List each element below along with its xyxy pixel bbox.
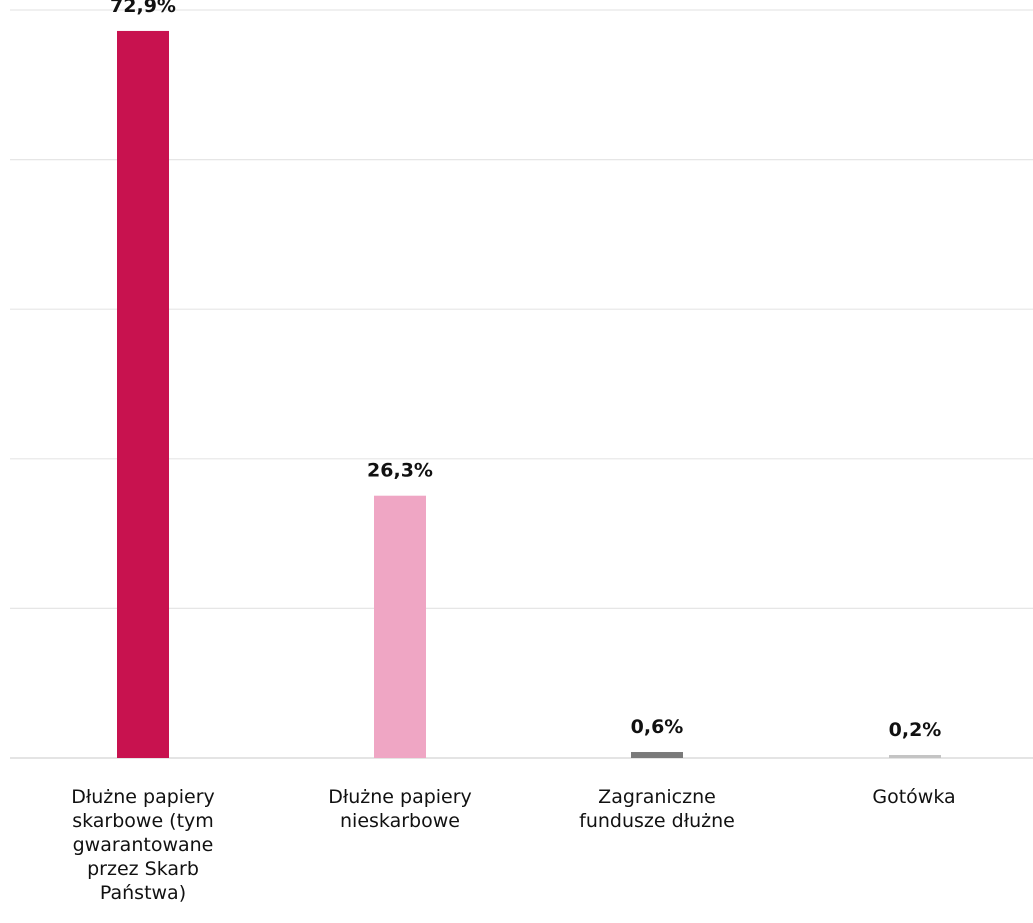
bar xyxy=(117,30,169,759)
gridlines xyxy=(10,9,1033,759)
bar xyxy=(889,755,941,758)
data-label: 0,2% xyxy=(889,719,942,741)
data-label: 26,3% xyxy=(367,460,433,482)
category-label: Dłużne papiery nieskarbowe xyxy=(328,786,472,832)
data-label: 72,9% xyxy=(110,0,176,17)
bar xyxy=(631,752,683,758)
bars xyxy=(117,30,941,759)
category-label: Gotówka xyxy=(872,786,956,808)
data-label: 0,6% xyxy=(631,716,684,738)
value-labels: 72,9% 26,3% 0,6% 0,2% xyxy=(110,0,941,741)
category-label: Dłużne papiery skarbowe (tym gwarantowan… xyxy=(71,786,215,904)
bar xyxy=(374,495,426,758)
category-label: Zagraniczne fundusze dłużne xyxy=(579,786,735,832)
